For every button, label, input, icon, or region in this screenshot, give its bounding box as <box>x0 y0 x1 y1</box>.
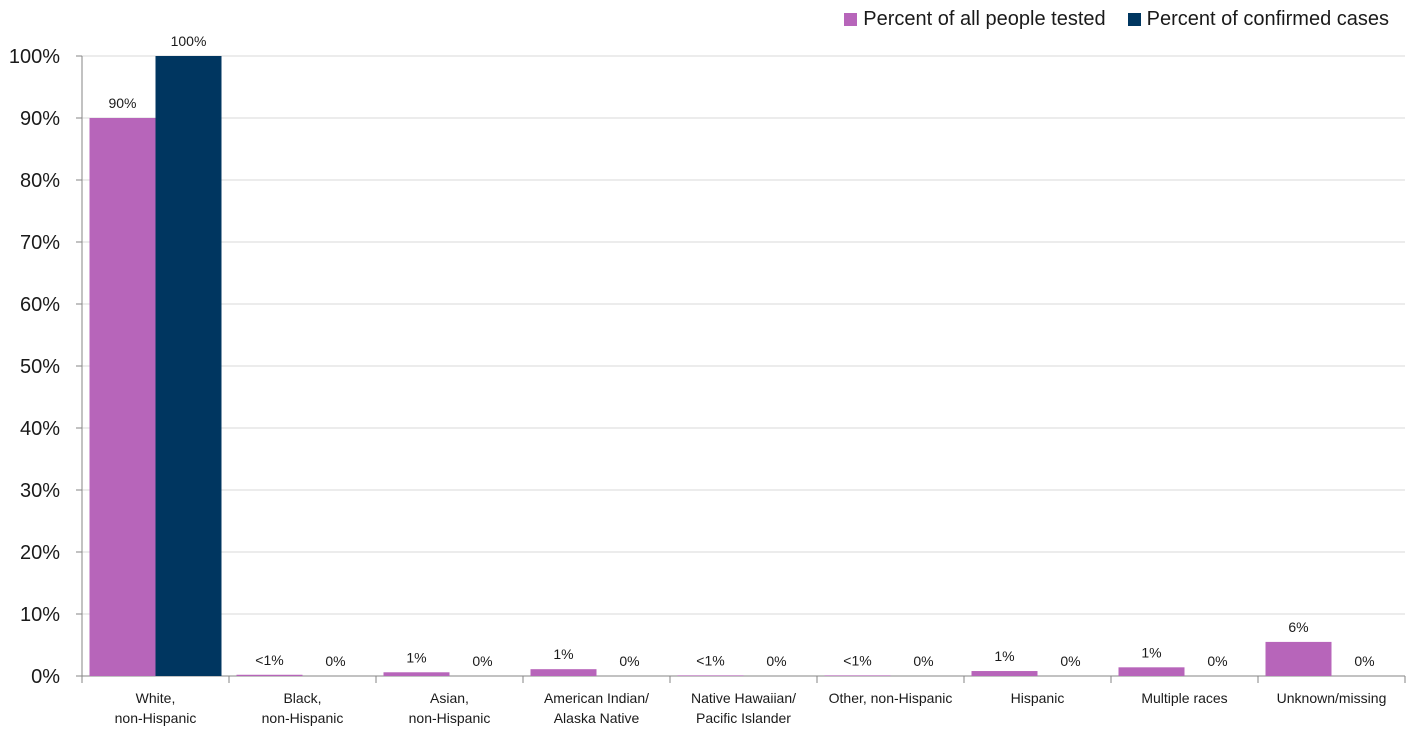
data-label: 1% <box>994 648 1014 664</box>
y-tick-label: 90% <box>20 108 60 130</box>
data-label: 0% <box>766 653 786 669</box>
x-tick-label: Multiple races <box>1141 690 1227 706</box>
bar <box>677 675 744 676</box>
data-label: 0% <box>472 653 492 669</box>
x-tick-label: non-Hispanic <box>115 710 197 726</box>
x-tick-label: Hispanic <box>1011 690 1065 706</box>
bar <box>89 118 156 676</box>
x-tick-label: Unknown/missing <box>1277 690 1387 706</box>
y-tick-label: 10% <box>20 604 60 626</box>
x-tick-label: American Indian/ <box>544 690 649 706</box>
y-tick-label: 0% <box>31 666 60 688</box>
bar <box>383 672 450 676</box>
bar <box>1265 641 1332 676</box>
data-label: 0% <box>913 653 933 669</box>
x-tick-label: Native Hawaiian/ <box>691 690 796 706</box>
bar <box>530 669 597 676</box>
data-label: 0% <box>1207 653 1227 669</box>
data-label: 1% <box>406 649 426 665</box>
y-tick-label: 70% <box>20 232 60 254</box>
y-tick-label: 50% <box>20 356 60 378</box>
legend-swatch-confirmed <box>1127 13 1141 26</box>
x-tick-label: Black, <box>283 690 321 706</box>
x-tick-label: Other, non-Hispanic <box>829 690 953 706</box>
data-label: 90% <box>108 95 136 111</box>
x-tick-label: non-Hispanic <box>409 710 491 726</box>
data-label: 1% <box>553 646 573 662</box>
y-tick-label: 80% <box>20 170 60 192</box>
data-label: 0% <box>325 653 345 669</box>
x-tick-label: Asian, <box>430 690 469 706</box>
legend-label-confirmed: Percent of confirmed cases <box>1146 8 1389 30</box>
legend-swatch-tested <box>844 13 858 26</box>
x-tick-label: non-Hispanic <box>262 710 344 726</box>
y-tick-label: 60% <box>20 294 60 316</box>
bar <box>1118 667 1185 676</box>
data-label: 6% <box>1288 619 1308 635</box>
x-tick-label: White, <box>136 690 176 706</box>
x-tick-label: Pacific Islander <box>696 710 791 726</box>
data-label: <1% <box>843 652 871 668</box>
y-tick-label: 30% <box>20 480 60 502</box>
bar <box>824 675 891 676</box>
data-label: <1% <box>255 652 283 668</box>
data-label: 1% <box>1141 644 1161 660</box>
legend-item-confirmed: Percent of confirmed cases <box>1127 8 1389 31</box>
bar <box>155 56 222 676</box>
y-tick-label: 20% <box>20 542 60 564</box>
data-label: 0% <box>1354 653 1374 669</box>
data-label: <1% <box>696 652 724 668</box>
bar <box>971 671 1038 676</box>
legend-item-tested: Percent of all people tested <box>844 8 1106 31</box>
data-label: 0% <box>619 653 639 669</box>
legend-label-tested: Percent of all people tested <box>863 8 1106 30</box>
bar <box>236 674 303 676</box>
x-tick-label: Alaska Native <box>554 710 640 726</box>
data-label: 100% <box>171 33 207 49</box>
legend: Percent of all people tested Percent of … <box>844 8 1389 31</box>
y-tick-label: 100% <box>9 46 60 68</box>
y-tick-label: 40% <box>20 418 60 440</box>
data-label: 0% <box>1060 653 1080 669</box>
